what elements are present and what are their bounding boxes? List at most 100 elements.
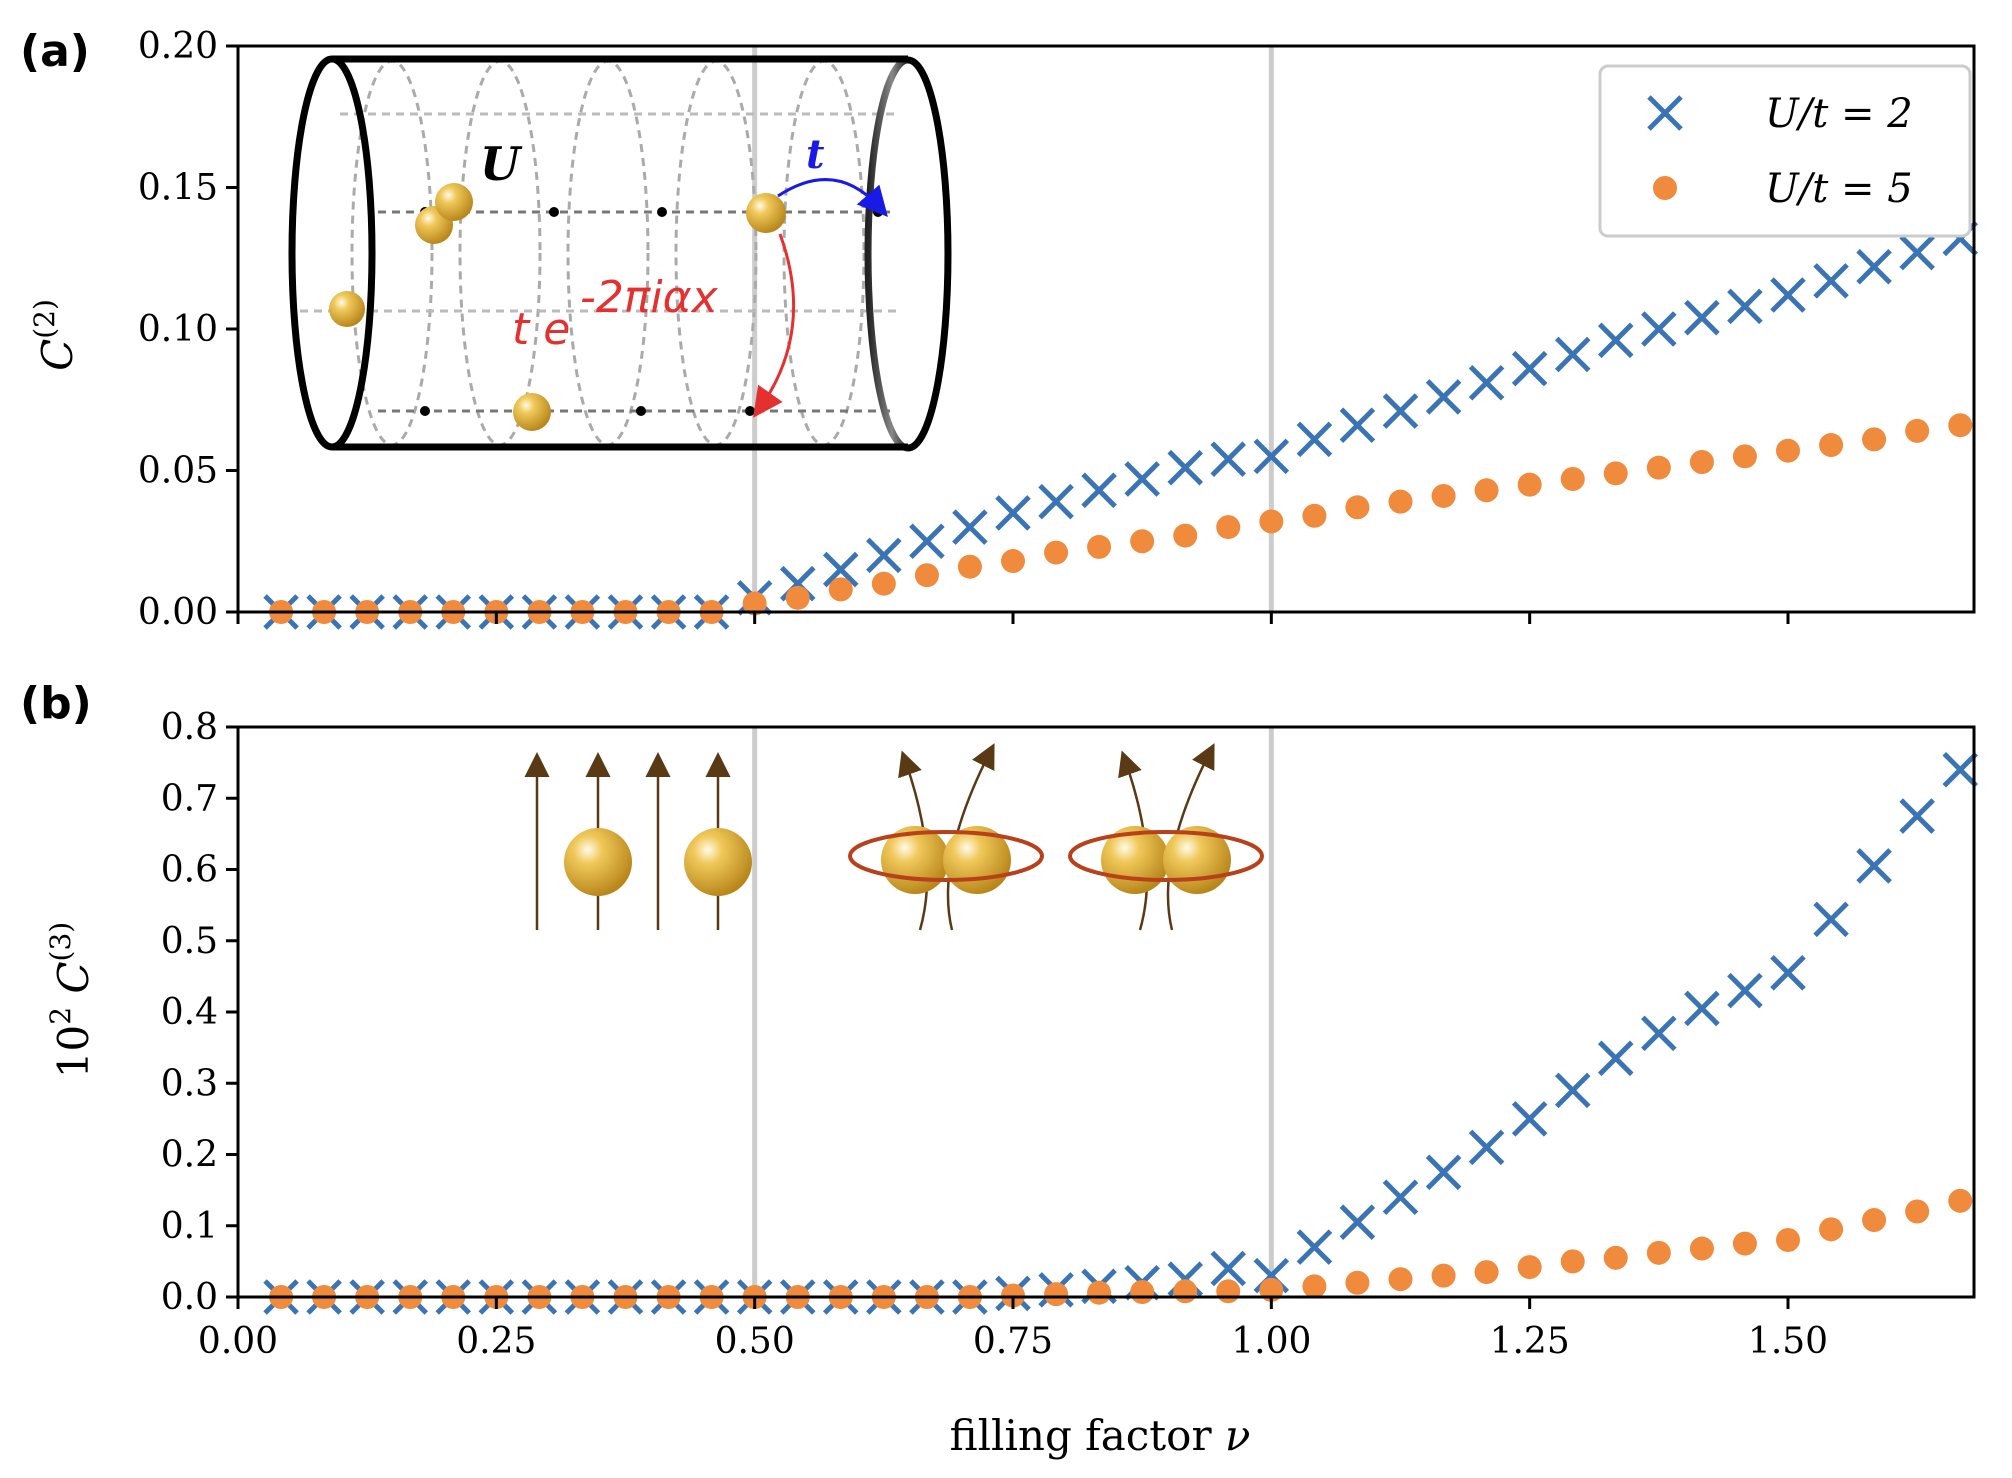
data-point-x xyxy=(1382,1179,1419,1216)
data-point-dot xyxy=(1689,450,1714,475)
y-tick-label: 0.8 xyxy=(161,707,218,748)
cylinder-lattice-icon xyxy=(288,55,952,452)
data-point-dot xyxy=(1776,438,1800,463)
legend-marker-dot xyxy=(1653,176,1677,200)
data-point-dot xyxy=(1474,1260,1499,1285)
data-point-x xyxy=(1253,438,1290,475)
data-point-dot xyxy=(914,563,939,588)
data-point-dot xyxy=(742,591,767,616)
data-point-dot xyxy=(1087,1280,1112,1305)
atom-sphere-icon xyxy=(329,291,365,327)
data-point-x xyxy=(1468,1129,1505,1166)
data-point-x xyxy=(1770,277,1806,313)
atom-sphere-icon xyxy=(513,393,551,431)
y-tick-label: 0.7 xyxy=(161,778,218,819)
x-tick-label: 1.00 xyxy=(1231,1321,1311,1362)
data-point-x xyxy=(1339,1204,1376,1240)
atom-pair-ring-icon xyxy=(1068,743,1264,931)
data-point-dot xyxy=(1905,418,1930,443)
y-tick-label: 0.3 xyxy=(161,1063,218,1104)
spin-illustrations xyxy=(524,743,1264,931)
data-point-x xyxy=(1641,1015,1677,1052)
data-point-x xyxy=(1684,299,1720,336)
data-point-x xyxy=(1899,798,1935,834)
data-point-x xyxy=(1511,350,1548,387)
y-tick-label: 0.6 xyxy=(161,850,218,891)
data-point-dot xyxy=(1173,523,1198,548)
inset-phase-exponent: -2πiαx xyxy=(580,272,719,323)
data-point-x xyxy=(1597,1040,1634,1077)
x-tick-label: 1.50 xyxy=(1748,1321,1828,1362)
data-point-x xyxy=(1727,288,1763,325)
y-tick-label: 0.20 xyxy=(138,26,218,67)
data-point-dot xyxy=(1732,444,1757,469)
y-tick-label: 0.1 xyxy=(161,1206,218,1247)
data-point-x xyxy=(1081,472,1117,509)
data-point-x xyxy=(952,509,988,545)
data-point-x xyxy=(1856,848,1892,884)
panel-a-vlines xyxy=(752,46,1274,612)
inset-atoms xyxy=(329,183,786,431)
data-point-x xyxy=(1770,955,1806,991)
data-point-dot xyxy=(1603,461,1628,486)
legend-marker-x xyxy=(1647,95,1683,131)
data-point-x xyxy=(866,537,902,574)
data-point-dot xyxy=(1173,1279,1198,1304)
panel-b-axes: 0.00 0.25 0.50 0.75 1.00 1.25 1.50 0.0 0.1 0.2 0.3… xyxy=(161,707,1976,1362)
x-tick-label: 0.75 xyxy=(973,1321,1053,1362)
data-point-dot xyxy=(1431,1263,1456,1288)
data-point-x xyxy=(1942,751,1979,788)
data-point-dot xyxy=(1302,503,1327,528)
data-point-dot xyxy=(1044,1282,1069,1307)
data-point-dot xyxy=(871,571,896,596)
legend: U/t = 2 U/t = 5 xyxy=(1598,64,1972,238)
svg-text:102 C(3): 102 C(3) xyxy=(44,922,98,1078)
data-point-dot xyxy=(1603,1245,1628,1270)
data-point-dot xyxy=(957,554,982,579)
data-point-dot xyxy=(1732,1231,1757,1256)
data-point-dot xyxy=(1302,1274,1327,1299)
data-point-x xyxy=(1899,234,1935,271)
data-point-dot xyxy=(1388,1267,1413,1292)
panel-a-label: (a) xyxy=(20,26,90,77)
data-point-x xyxy=(1210,1250,1247,1287)
data-point-x xyxy=(1425,1154,1462,1191)
data-point-x xyxy=(1641,311,1677,347)
y-tick-label: 0.5 xyxy=(161,921,218,962)
x-tick-label: 0.25 xyxy=(456,1321,536,1362)
data-point-x xyxy=(822,551,859,588)
atom-sphere-icon xyxy=(435,183,473,221)
data-point-x xyxy=(1597,322,1634,359)
atom-sphere-icon xyxy=(564,828,632,896)
plot-frame xyxy=(236,725,1976,1299)
inset-phase-prefix: t e xyxy=(512,304,570,355)
atom-sphere-icon xyxy=(684,828,752,896)
data-point-x xyxy=(1296,421,1333,458)
y-tick-label: 0.2 xyxy=(161,1135,218,1176)
data-point-dot xyxy=(1216,1279,1241,1304)
data-point-dot xyxy=(1216,515,1241,540)
data-point-x xyxy=(1813,901,1849,938)
data-point-dot xyxy=(1862,427,1887,452)
data-point-x xyxy=(995,495,1031,531)
data-point-dot xyxy=(1259,509,1284,534)
hop-arrow-t xyxy=(777,178,888,218)
data-point-dot xyxy=(1431,483,1456,508)
ylabel-a: C(2) xyxy=(28,299,82,371)
data-point-dot xyxy=(1689,1236,1714,1261)
legend-box xyxy=(1598,64,1972,238)
data-point-x xyxy=(1382,393,1419,429)
legend-entry-2: U/t = 5 xyxy=(1765,166,1913,212)
data-point-dot xyxy=(1560,1249,1585,1274)
inset-label-t: t xyxy=(806,131,825,178)
panel-b-label: (b) xyxy=(20,678,92,729)
data-point-x xyxy=(1124,461,1160,497)
data-point-dot xyxy=(1474,478,1499,503)
data-point-dot xyxy=(1948,1188,1973,1213)
data-point-dot xyxy=(1948,413,1973,438)
data-point-dot xyxy=(785,585,810,610)
data-point-x xyxy=(1038,483,1074,520)
data-point-x xyxy=(1167,449,1204,486)
data-point-x xyxy=(1813,263,1849,299)
